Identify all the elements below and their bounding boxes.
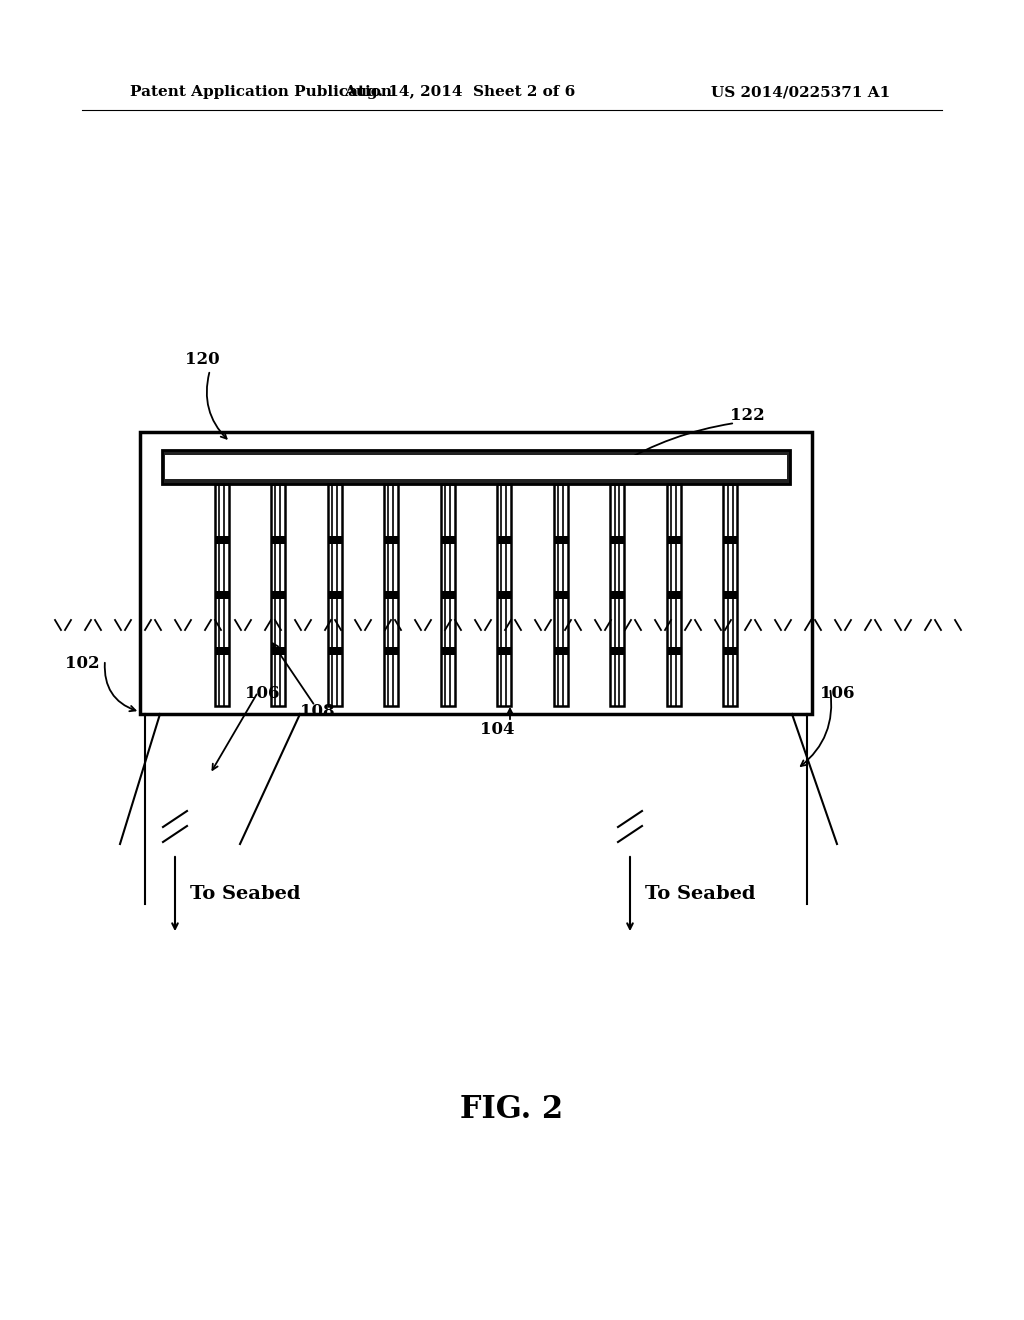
Bar [328, 484, 342, 706]
Text: Patent Application Publication: Patent Application Publication [130, 84, 392, 99]
Text: To Seabed: To Seabed [645, 884, 756, 903]
Bar [554, 536, 568, 544]
Bar [498, 591, 511, 599]
Bar [215, 647, 228, 655]
Bar [610, 647, 625, 655]
Bar [162, 450, 790, 484]
Bar [440, 647, 455, 655]
Text: 106: 106 [245, 685, 280, 702]
Bar [667, 484, 681, 706]
Text: 106: 106 [820, 685, 854, 702]
Bar [328, 536, 342, 544]
Bar [440, 591, 455, 599]
Bar [271, 647, 285, 655]
Bar [328, 591, 342, 599]
Bar [271, 536, 285, 544]
Bar [667, 536, 681, 544]
Bar [440, 484, 455, 706]
Bar [554, 591, 568, 599]
Bar [667, 591, 681, 599]
Text: 104: 104 [480, 722, 514, 738]
Text: 120: 120 [185, 351, 219, 368]
Text: 122: 122 [730, 407, 765, 424]
Bar [667, 647, 681, 655]
Bar [723, 484, 737, 706]
Bar [723, 591, 737, 599]
Bar [271, 484, 285, 706]
Bar [384, 647, 398, 655]
Bar [610, 536, 625, 544]
Bar [384, 591, 398, 599]
Bar [498, 484, 511, 706]
Text: 102: 102 [66, 656, 100, 672]
Bar [328, 647, 342, 655]
Bar [165, 455, 787, 479]
Bar [215, 484, 228, 706]
Bar [384, 484, 398, 706]
Bar [162, 450, 790, 484]
Text: Aug. 14, 2014  Sheet 2 of 6: Aug. 14, 2014 Sheet 2 of 6 [344, 84, 575, 99]
Bar [498, 536, 511, 544]
Text: US 2014/0225371 A1: US 2014/0225371 A1 [711, 84, 890, 99]
Text: 108: 108 [300, 704, 335, 721]
Bar [271, 591, 285, 599]
Bar [384, 536, 398, 544]
Text: To Seabed: To Seabed [190, 884, 300, 903]
Bar [610, 484, 625, 706]
Bar [610, 591, 625, 599]
Bar [554, 484, 568, 706]
Bar [215, 591, 228, 599]
Bar [498, 647, 511, 655]
Bar [440, 536, 455, 544]
Bar [140, 432, 812, 714]
Text: FIG. 2: FIG. 2 [461, 1094, 563, 1126]
Bar [554, 647, 568, 655]
Bar [723, 536, 737, 544]
Bar [723, 647, 737, 655]
Bar [215, 536, 228, 544]
